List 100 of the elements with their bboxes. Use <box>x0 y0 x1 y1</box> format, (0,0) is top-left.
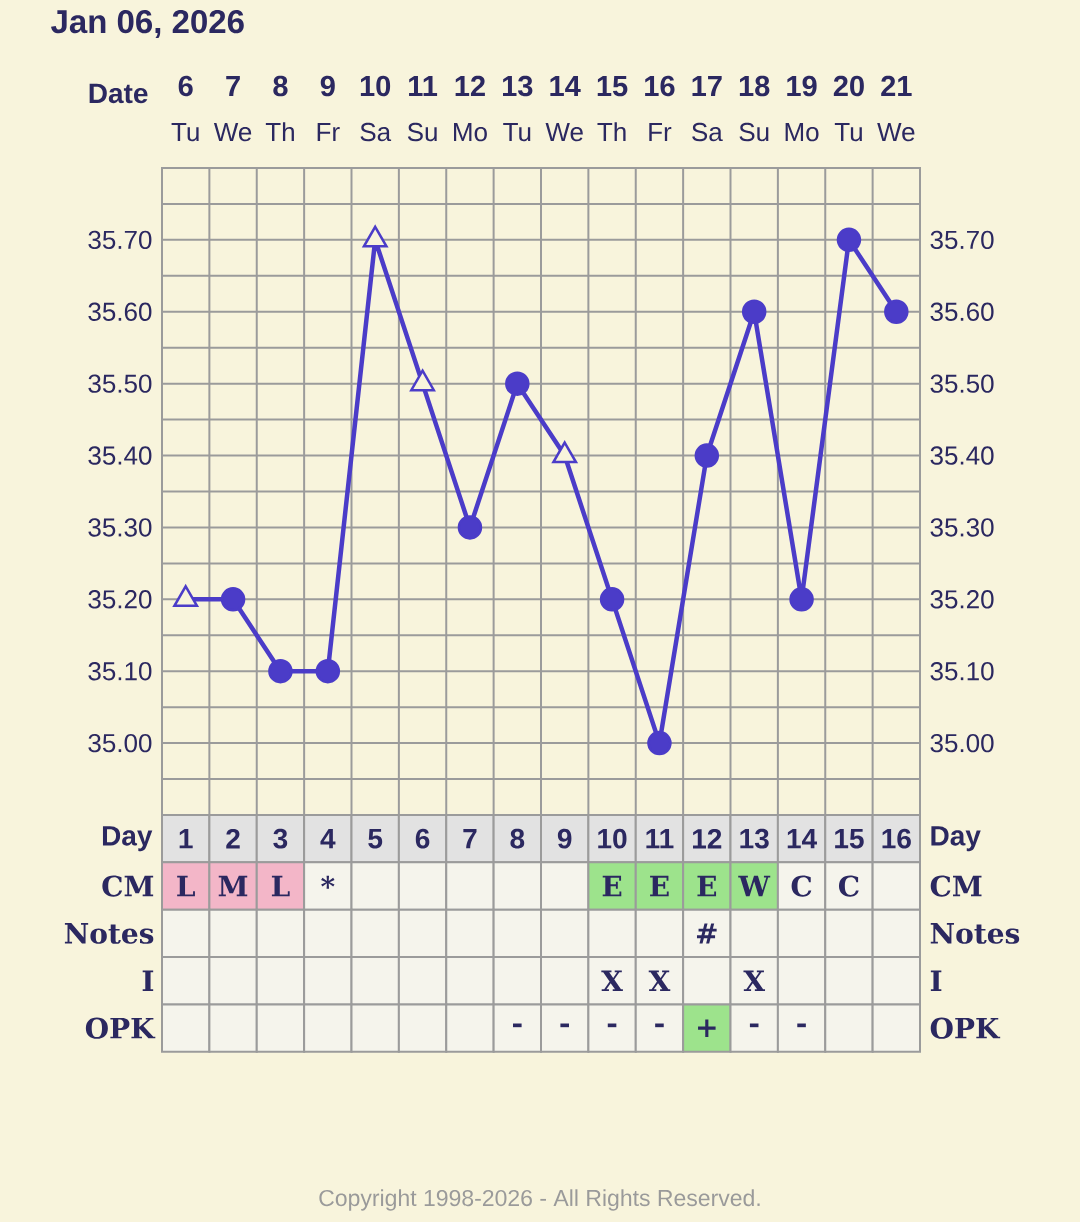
text: We <box>877 123 915 142</box>
text: C <box>838 875 859 897</box>
x-tick-label: 6 <box>415 828 430 849</box>
text: Tu <box>834 123 862 142</box>
y2-tick-label: 35.60 <box>930 302 994 321</box>
x-tick-label: 4 <box>320 829 336 849</box>
text: L <box>271 875 290 897</box>
y2-tick-label: Notes <box>930 923 1020 944</box>
y-tick-label: 35.30 <box>88 518 152 537</box>
x-tick-label: 13 <box>740 828 769 849</box>
text: Tu <box>503 123 531 142</box>
x-tick-label: 13 <box>503 75 533 97</box>
text: W <box>738 875 771 897</box>
x-tick-label: 21 <box>881 75 912 96</box>
x-tick-label: 12 <box>455 75 485 96</box>
x-tick-label: 18 <box>739 75 770 97</box>
x-tick-label: 15 <box>835 828 864 849</box>
text: Copyright 1998-2026 - All Rights Reserved. <box>319 1189 760 1211</box>
y2-tick-label: 35.00 <box>930 733 994 753</box>
y-tick-label: 35.70 <box>88 230 152 250</box>
point <box>694 443 720 468</box>
point <box>599 587 625 612</box>
point <box>505 371 530 396</box>
text: # <box>696 923 717 944</box>
y2-tick-label: CM <box>930 875 982 897</box>
point <box>315 658 341 684</box>
point <box>220 587 246 612</box>
text: Fr <box>649 123 672 141</box>
x-tick-label: 15 <box>597 76 628 97</box>
y2-tick-label: I <box>930 970 942 992</box>
y-tick-label: 35.10 <box>88 662 152 681</box>
text: We <box>545 123 583 142</box>
y-tick-label: CM <box>102 875 154 897</box>
y-tick-label: 35.50 <box>88 374 152 393</box>
y2-tick-label: 35.20 <box>930 590 994 609</box>
y-tick-label: 35.40 <box>88 446 152 465</box>
x-tick-label: 7 <box>226 76 240 96</box>
point <box>836 227 862 253</box>
x-tick-label: 11 <box>409 76 438 96</box>
text: - <box>560 1023 569 1028</box>
x-tick-label: 6 <box>178 75 193 97</box>
text: X <box>648 970 671 992</box>
x-tick-label: 1 <box>179 829 193 849</box>
x-tick-label: 19 <box>787 75 817 97</box>
text: We <box>213 123 252 142</box>
point <box>457 515 483 540</box>
y-tick-label: 35.20 <box>88 590 152 609</box>
text: C <box>791 875 812 897</box>
text: M <box>218 875 248 897</box>
point <box>647 730 672 756</box>
text: + <box>698 1019 716 1037</box>
text: Fr <box>317 123 340 141</box>
point <box>268 658 293 684</box>
x-tick-label: 10 <box>598 828 627 849</box>
y-tick-label: I <box>142 970 154 992</box>
x-tick-label: 8 <box>273 75 288 97</box>
x-tick-label: 9 <box>320 75 335 97</box>
text: - <box>797 1023 806 1028</box>
text: Th <box>597 122 626 141</box>
text: L <box>177 875 195 897</box>
y-tick-label: OPK <box>85 1017 156 1039</box>
text: Tu <box>171 123 199 142</box>
text: - <box>749 1023 759 1028</box>
x-tick-label: 9 <box>557 828 572 849</box>
y2-tick-label: 35.10 <box>930 662 994 681</box>
x-tick-label: 2 <box>226 828 240 849</box>
x-axis-title: Date <box>89 83 148 104</box>
x-tick-label: 14 <box>550 76 581 96</box>
y2-tick-label: 35.30 <box>930 518 994 537</box>
text: Su <box>739 122 769 142</box>
x-tick-label: 11 <box>646 829 674 849</box>
text: Sa <box>692 122 723 142</box>
x-tick-label: 12 <box>693 828 722 849</box>
y2-tick-label: OPK <box>930 1017 1001 1039</box>
x-tick-label: 14 <box>787 829 817 849</box>
text: - <box>513 1023 522 1028</box>
text: Mo <box>454 123 487 142</box>
x-tick-label: 16 <box>882 828 911 849</box>
x-tick-label: 10 <box>360 75 391 97</box>
x-axis-title: Day <box>102 826 153 852</box>
chart-title: Jan 06, 2026 <box>51 9 244 39</box>
text: * <box>321 875 335 889</box>
point <box>789 587 814 612</box>
y2-tick-label: 35.40 <box>930 446 994 465</box>
y2-tick-label: 35.50 <box>930 374 994 393</box>
x-tick-label: 3 <box>273 828 288 849</box>
x-tick-label: 17 <box>692 76 722 96</box>
x-tick-label: 5 <box>368 828 383 849</box>
text: E <box>602 875 622 897</box>
text: E <box>650 875 669 897</box>
y-tick-label: 35.60 <box>88 302 152 321</box>
text: Su <box>407 122 437 142</box>
y-tick-label: 35.00 <box>88 733 152 753</box>
x-tick-label: 20 <box>833 75 864 97</box>
y-tick-label: Notes <box>64 923 154 944</box>
text: X <box>743 970 766 992</box>
x-tick-label: 7 <box>463 829 477 849</box>
point <box>741 299 767 325</box>
text: - <box>607 1023 617 1028</box>
x-tick-label: 8 <box>510 828 525 849</box>
